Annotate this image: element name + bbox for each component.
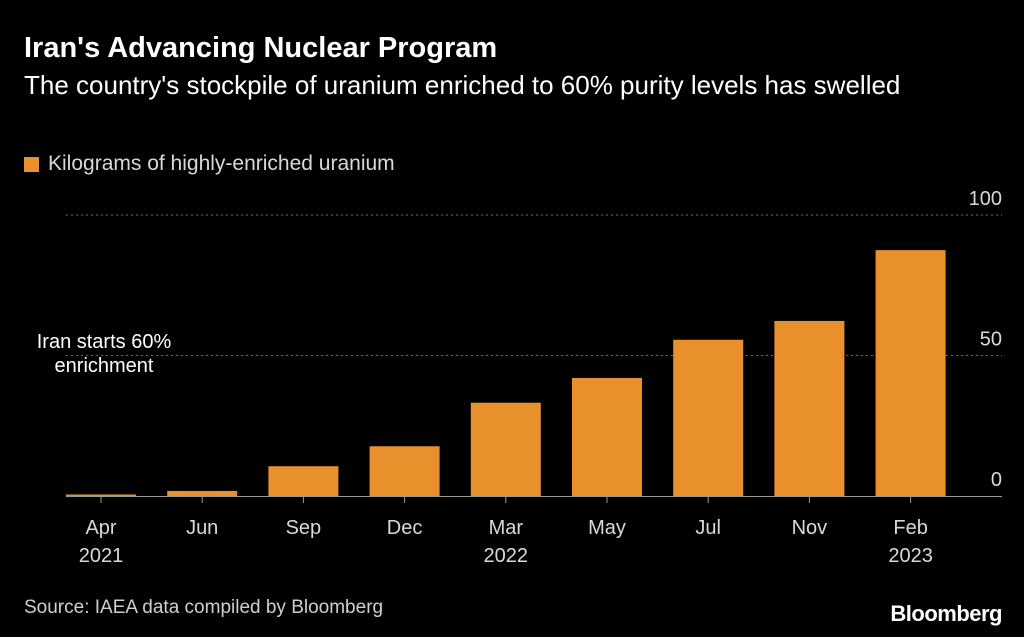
bar [268,466,339,496]
bar [167,490,238,496]
x-tick-label: Sep [286,517,322,539]
x-tick-label: Nov [792,517,828,539]
bar [470,402,541,496]
x-tick-label: Apr [85,517,116,539]
bar [875,250,946,496]
bar [673,339,744,496]
bar [66,494,136,496]
x-tick-label-year: 2021 [79,545,124,567]
source-note: Source: IAEA data compiled by Bloomberg [24,597,384,618]
x-tick-label: Dec [387,517,423,539]
x-tick-label: Mar [489,517,524,539]
y-tick-label: 50 [980,329,1002,351]
legend-label: Kilograms of highly-enriched uranium [48,152,395,175]
x-tick-label: Jun [186,517,218,539]
y-tick-label: 100 [969,188,1002,210]
legend: Kilograms of highly-enriched uranium [24,152,395,176]
bar [774,320,845,496]
chart-subtitle: The country's stockpile of uranium enric… [24,70,901,100]
bloomberg-logo: Bloomberg [890,601,1002,626]
annotation-line-2: enrichment [54,355,154,377]
x-tick-label: Feb [893,517,927,539]
annotation-line-1: Iran starts 60% [36,331,172,353]
legend-swatch [24,156,39,172]
x-tick-label: Jul [695,517,721,539]
bar [572,377,642,496]
x-tick-label-year: 2022 [484,545,529,567]
y-tick-label: 0 [991,469,1002,491]
bar [369,446,440,496]
x-tick-label-year: 2023 [888,545,933,567]
chart-title: Iran's Advancing Nuclear Program [24,32,498,64]
x-tick-label: May [588,517,626,539]
chart-annotation: Iran starts 60% enrichment [14,330,194,378]
